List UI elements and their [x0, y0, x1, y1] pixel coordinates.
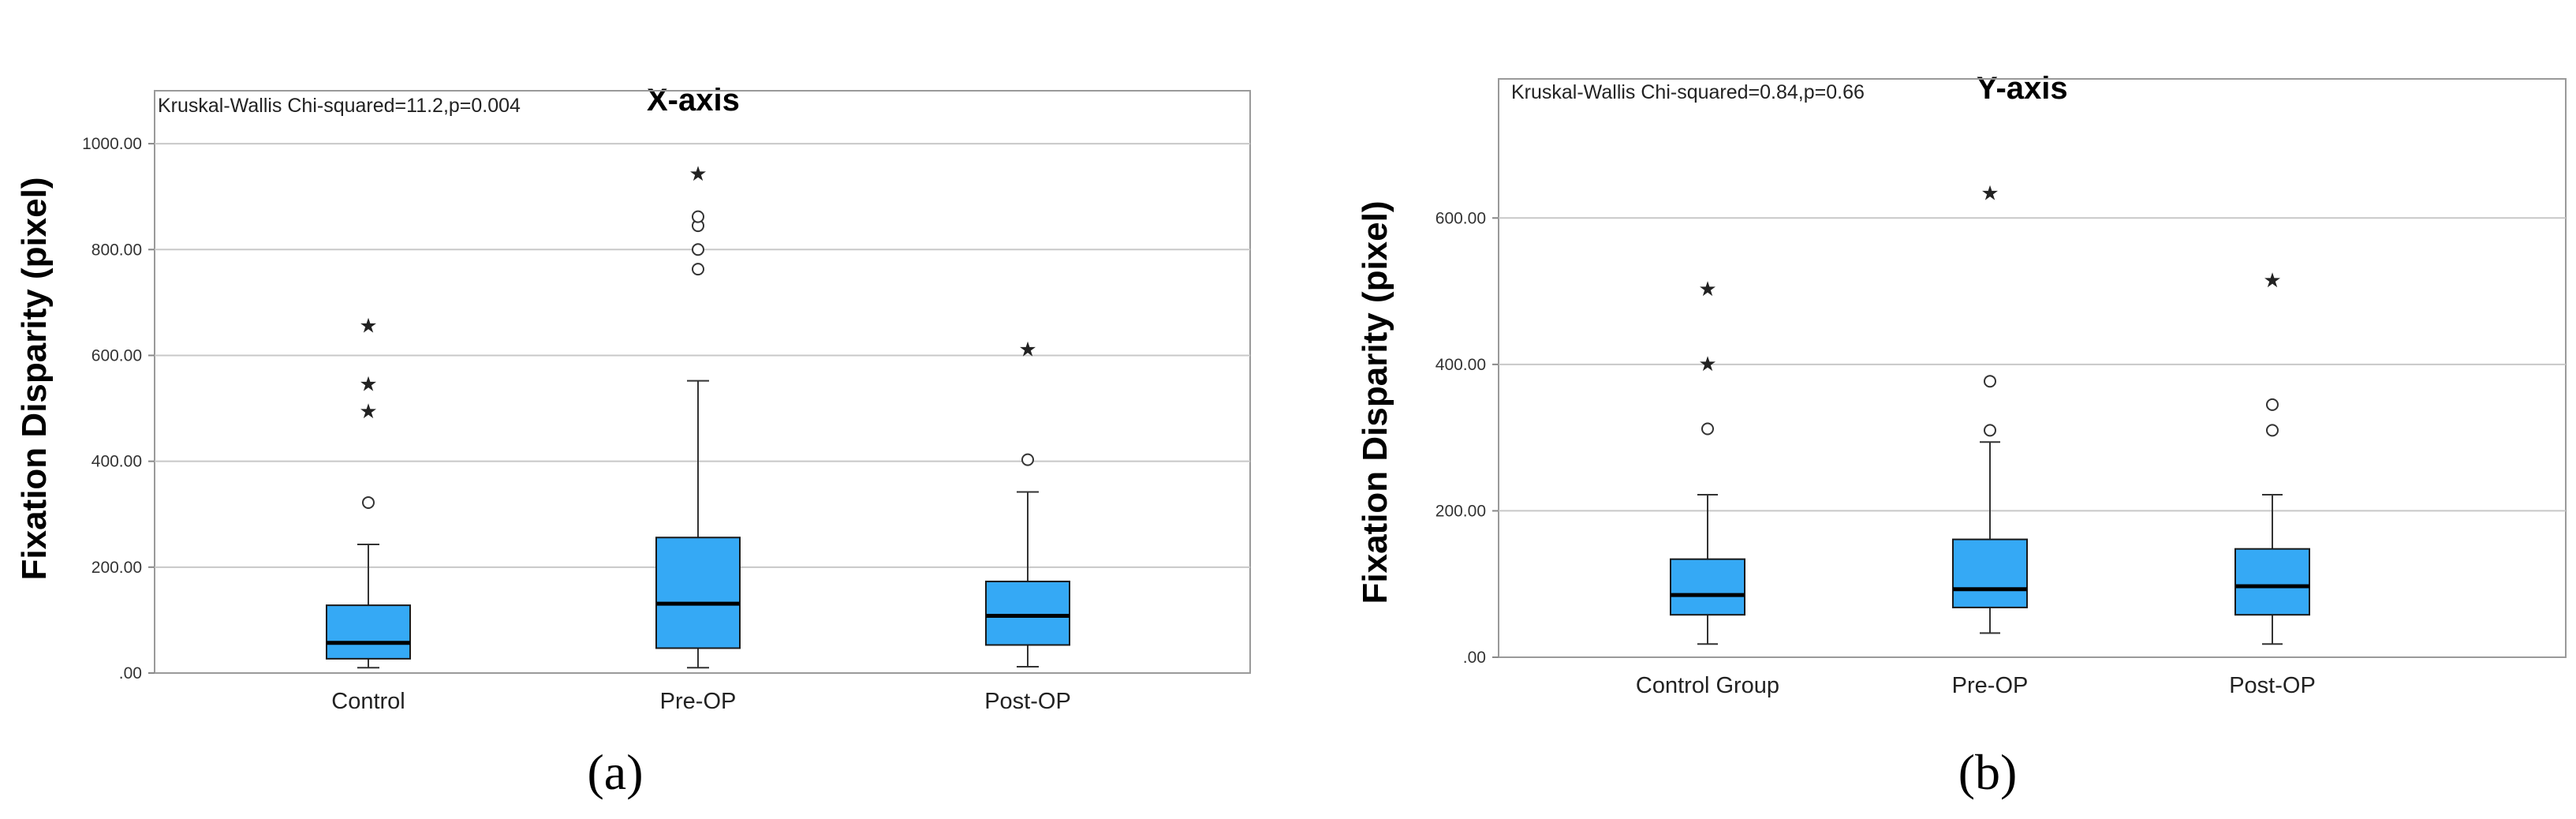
panel-a-stat-text: Kruskal-Wallis Chi-squared=11.2,p=0.004 [158, 95, 521, 117]
panel-b-category-label: Pre-OP [1952, 673, 2029, 698]
panel-a-y-tick-label: 400.00 [91, 453, 142, 471]
panel-a-category-label: Control [331, 689, 405, 714]
panel-a-extreme-marker: ★ [689, 162, 707, 185]
panel-b-plot-frame [1498, 78, 2567, 658]
panel-b-outlier-marker [2266, 398, 2279, 411]
panel-a-extreme-marker: ★ [1018, 338, 1036, 361]
panel-b-box [1952, 538, 2028, 608]
panel-b-extreme-marker: ★ [1698, 352, 1716, 376]
panel-b-outlier-marker [1701, 422, 1714, 436]
panel-b-y-tick-label: 200.00 [1435, 502, 1486, 520]
panel-b-y-axis-label: Fixation Disparity (pixel) [1356, 201, 1394, 604]
panel-a-plot: .00 200.00 400.00 600.00 800.00 1000.00 ★ ★ ★ Con… [82, 90, 1251, 714]
panel-a-y-tick-label: .00 [119, 664, 142, 682]
panel-a-outlier-marker [362, 496, 375, 509]
panel-b-extreme-marker: ★ [2263, 268, 2281, 292]
panel-b-outlier-marker [1984, 424, 1996, 437]
panel-b-category-label: Post-OP [2229, 673, 2316, 698]
panel-b-outlier-marker [1984, 375, 1996, 388]
panel-a-caption: (a) [587, 744, 643, 800]
panel-b-box [2234, 548, 2310, 616]
panel-a-extreme-marker: ★ [359, 314, 377, 338]
panel-a-box [326, 604, 411, 660]
panel-a-y-tick-label: 600.00 [91, 346, 142, 365]
panel-b-plot: .00 200.00 400.00 600.00 ★ ★ Control Group ★ Pre… [1435, 78, 2567, 698]
panel-b-extreme-marker: ★ [1981, 181, 1999, 205]
panel-a-plot-frame [154, 90, 1251, 674]
panel-a-y-tick-label: 1000.00 [82, 135, 142, 153]
panel-a-outlier-marker [692, 210, 704, 223]
panel-a-category-label: Pre-OP [660, 689, 737, 714]
panel-a-box [655, 537, 741, 649]
panel-a-extreme-marker: ★ [359, 372, 377, 395]
panel-b-y-tick-label: 600.00 [1435, 209, 1486, 227]
panel-b-outlier-marker [2266, 424, 2279, 437]
panel-a-outlier-marker [692, 263, 704, 276]
panel-b-extreme-marker: ★ [1698, 277, 1716, 301]
panel-a-box [985, 580, 1070, 646]
panel-a-y-tick-label: 200.00 [91, 559, 142, 577]
panel-b-y-tick-label: .00 [1463, 649, 1486, 667]
panel-a-category-label: Post-OP [984, 689, 1071, 714]
panel-a-extreme-marker: ★ [359, 399, 377, 423]
panel-b-caption: (b) [1958, 744, 2018, 800]
panel-a-outlier-marker [692, 243, 704, 256]
panel-b-title: Y-axis [1977, 71, 2068, 106]
panel-b-category-label: Control Group [1636, 673, 1779, 698]
panel-b-y-tick-label: 400.00 [1435, 356, 1486, 374]
panel-a-y-axis-label: Fixation Disparity (pixel) [15, 178, 54, 581]
panel-b-stat-text: Kruskal-Wallis Chi-squared=0.84,p=0.66 [1511, 81, 1865, 103]
panel-a-y-tick-label: 800.00 [91, 241, 142, 259]
panel-a-title: X-axis [647, 83, 740, 118]
panel-b-box [1670, 558, 1745, 616]
panel-a-outlier-marker [1021, 453, 1034, 466]
